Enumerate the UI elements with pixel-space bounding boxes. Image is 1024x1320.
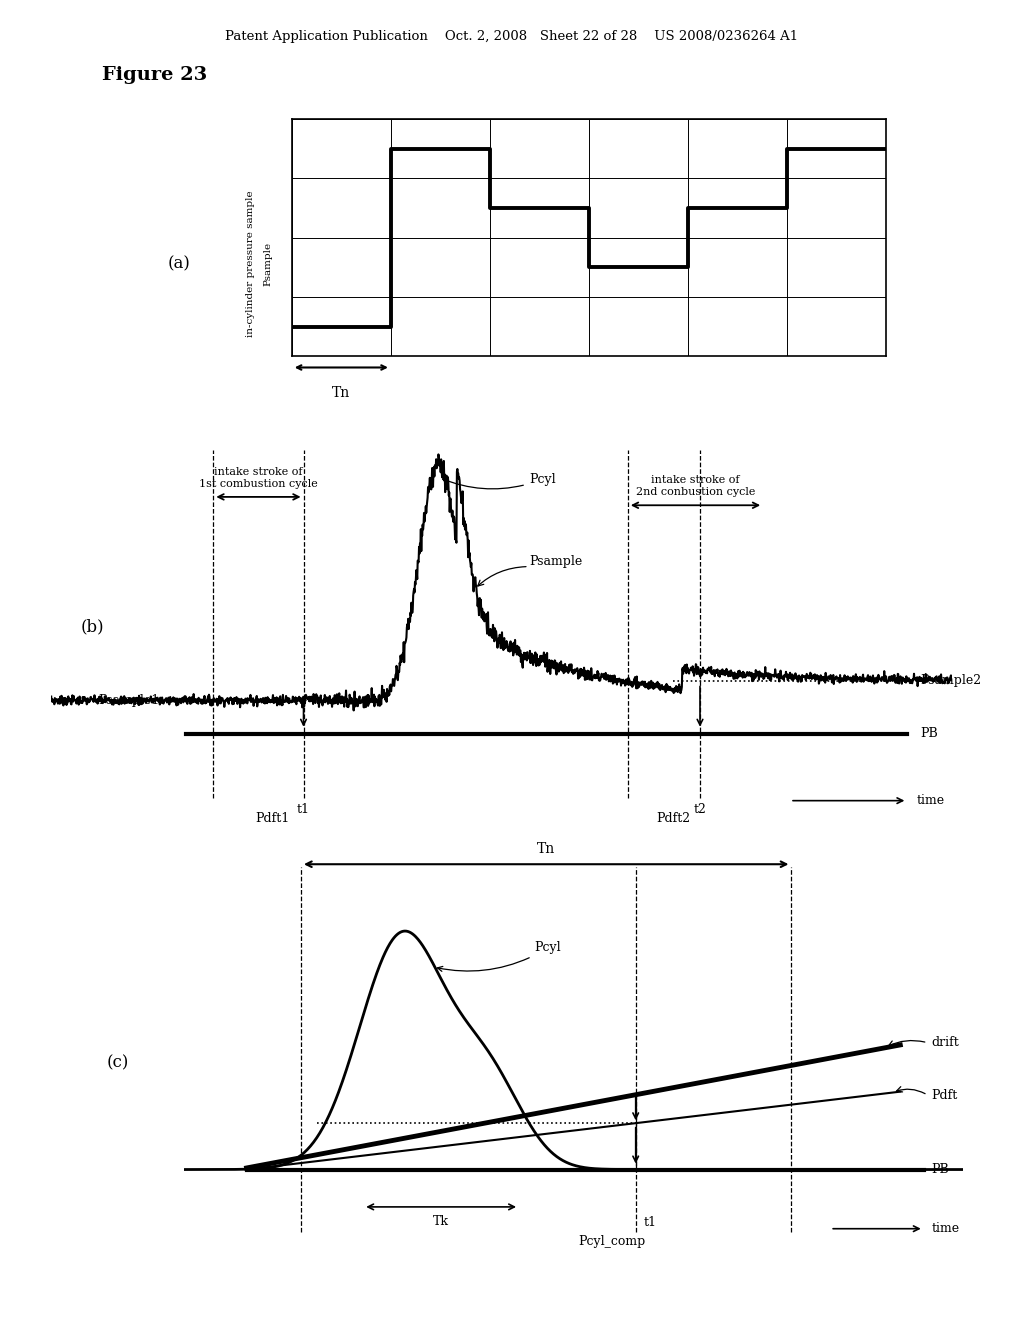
Text: Patent Application Publication    Oct. 2, 2008   Sheet 22 of 28    US 2008/02362: Patent Application Publication Oct. 2, 2…: [225, 30, 799, 44]
Text: t1: t1: [643, 1216, 656, 1229]
Text: Tn: Tn: [537, 842, 555, 857]
Text: Figure 23: Figure 23: [102, 66, 208, 84]
Text: Psample: Psample: [528, 554, 582, 568]
Text: t1: t1: [297, 804, 310, 817]
Text: (b): (b): [80, 619, 104, 635]
Text: Psample: Psample: [264, 242, 272, 286]
Text: PB: PB: [932, 1163, 949, 1176]
Text: Tk: Tk: [433, 1214, 450, 1228]
Text: (a): (a): [168, 256, 190, 272]
Text: in-cylinder pressure sample: in-cylinder pressure sample: [247, 190, 255, 338]
Text: (c): (c): [106, 1055, 129, 1071]
Text: Pdft2: Pdft2: [656, 812, 690, 825]
Text: Pdft1: Pdft1: [255, 812, 289, 825]
Text: PB: PB: [921, 727, 939, 741]
Text: Pcyl_comp: Pcyl_comp: [579, 1236, 646, 1247]
Text: t2: t2: [693, 804, 707, 817]
Text: time: time: [916, 795, 944, 807]
Text: Pdft: Pdft: [932, 1089, 957, 1101]
Text: Tn: Tn: [332, 385, 350, 400]
Text: intake stroke of
1st combustion cycle: intake stroke of 1st combustion cycle: [199, 467, 317, 488]
Text: time: time: [932, 1222, 959, 1236]
Text: Psample2: Psample2: [921, 675, 982, 688]
Text: Pcyl: Pcyl: [437, 941, 561, 972]
Text: drift: drift: [932, 1036, 959, 1049]
Text: Pcyl: Pcyl: [442, 473, 555, 488]
Text: Psample1: Psample1: [98, 694, 160, 706]
Text: intake stroke of
2nd conbustion cycle: intake stroke of 2nd conbustion cycle: [636, 475, 755, 496]
